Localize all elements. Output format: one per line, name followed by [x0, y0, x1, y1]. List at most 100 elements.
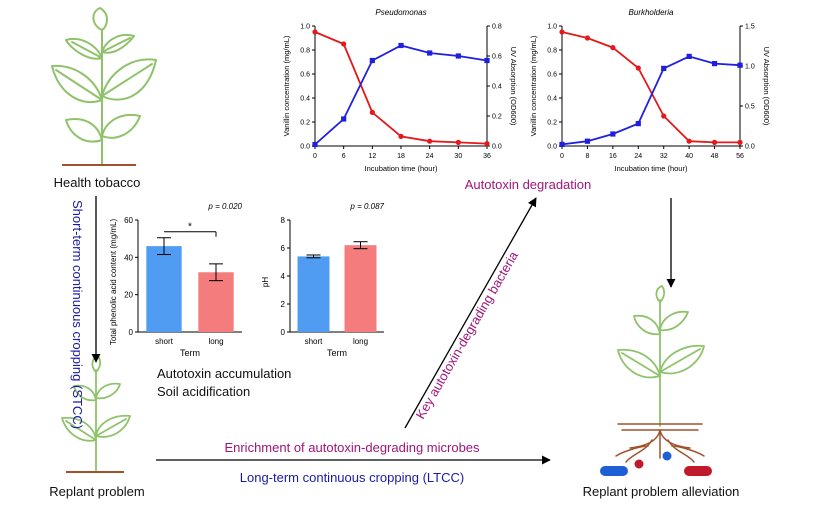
- data-point: [312, 141, 318, 148]
- x-tick-label: 32: [660, 153, 668, 160]
- x-axis-label: Incubation time (hour): [615, 164, 688, 173]
- data-point: [341, 116, 347, 122]
- y-tick-label: 0.2: [300, 120, 310, 127]
- y-tick-label: 60: [124, 216, 133, 225]
- y-axis-label: Vanillin concentration (mg/mL): [282, 35, 291, 136]
- x-tick-label: short: [305, 337, 324, 346]
- p-value-label: p = 0.087: [349, 202, 384, 211]
- data-point: [369, 109, 375, 115]
- y-tick-label: 0.8: [547, 48, 557, 55]
- x-tick-label: 12: [368, 153, 376, 160]
- x-tick-label: 8: [585, 153, 589, 160]
- y2-tick-label: 0.0: [745, 144, 755, 151]
- data-point: [584, 35, 591, 41]
- health-tobacco-label: Health tobacco: [54, 175, 141, 190]
- ph-bar-chart: 0 2 4 6 8 short long Term pH p = 0.087: [261, 202, 385, 358]
- chart-title: Pseudomonas: [375, 8, 426, 17]
- data-point: [427, 138, 433, 144]
- y-tick-label: 20: [124, 291, 133, 300]
- blue-microbe-icon: [662, 451, 672, 461]
- data-point: [369, 57, 375, 64]
- red-microbe-icon: [634, 459, 644, 469]
- y-tick-label: 4: [281, 272, 286, 281]
- y-tick-label: 0.2: [547, 120, 557, 127]
- data-point: [312, 29, 318, 35]
- x-tick-label: short: [155, 337, 174, 346]
- x-tick-label: 18: [397, 153, 405, 160]
- data-point: [398, 133, 404, 139]
- healthy-tobacco-plant-icon: [51, 7, 157, 166]
- blue-bacterium-icon: [600, 466, 628, 476]
- series-line: [561, 55, 741, 146]
- y-axis-label: Total phenolic acid content (mg/mL): [109, 219, 118, 346]
- y-tick-label: 6: [281, 244, 286, 253]
- y-axis-label: Vanillin concentration (mg/mL): [529, 35, 538, 136]
- x-axis-label: Term: [180, 348, 200, 358]
- data-point: [341, 41, 347, 47]
- y2-tick-label: 0.4: [492, 84, 502, 91]
- y2-axis-label: UV Absorption (OD600): [509, 47, 518, 126]
- y-tick-label: 0: [129, 328, 134, 337]
- y-tick-label: 0.0: [547, 144, 557, 151]
- y-tick-label: 0.0: [300, 144, 310, 151]
- y2-tick-label: 0.6: [492, 54, 502, 61]
- series-line: [314, 31, 488, 145]
- enrichment-label: Enrichment of autotoxin-degrading microb…: [224, 440, 480, 455]
- data-point: [427, 50, 433, 56]
- autotoxin-accumulation-label: Autotoxin accumulation: [157, 366, 291, 381]
- chart-title: Burkholderia: [629, 8, 674, 17]
- x-tick-label: 40: [685, 153, 693, 160]
- x-tick-label: 6: [342, 153, 346, 160]
- replant-problem-plant-icon: [61, 355, 131, 473]
- x-tick-label: 0: [313, 153, 317, 160]
- y-tick-label: 1.0: [547, 24, 557, 31]
- data-point: [686, 138, 692, 144]
- autotoxin-degradation-label: Autotoxin degradation: [465, 177, 591, 192]
- ltcc-label: Long-term continuous cropping (LTCC): [240, 470, 464, 485]
- data-point: [559, 141, 565, 147]
- bacteria-arrow: [404, 197, 537, 429]
- replant-alleviation-label: Replant problem alleviation: [583, 484, 740, 499]
- y2-axis-label: UV Absorption (OD600): [762, 47, 771, 126]
- burkholderia-line-chart: Burkholderia 0.0 0.2 0.4 0.6 0.8 1.0 0.0 0.5 1.0 1…: [529, 8, 771, 173]
- y2-tick-label: 0.2: [492, 114, 502, 121]
- y-tick-label: 0.8: [300, 48, 310, 55]
- data-point: [635, 65, 641, 71]
- pseudomonas-line-chart: Pseudomonas 0.0 0.2 0.4 0.6 0.8 1.0 0.0 0.2 0.4 0.…: [282, 8, 518, 173]
- root-system-icon: [615, 423, 705, 463]
- soil-acidification-label: Soil acidification: [157, 384, 250, 399]
- alleviated-plant-icon: [617, 285, 705, 427]
- x-tick-label: long: [208, 337, 223, 346]
- y2-tick-label: 1.0: [745, 64, 755, 71]
- data-point: [610, 45, 616, 51]
- data-point: [584, 138, 591, 144]
- x-tick-label: 24: [634, 153, 642, 160]
- x-tick-label: 56: [736, 153, 744, 160]
- y-tick-label: 0.6: [300, 72, 310, 79]
- data-point: [737, 139, 743, 145]
- x-tick-label: long: [353, 337, 368, 346]
- bar: [198, 272, 234, 332]
- bar: [146, 246, 182, 332]
- data-point: [484, 57, 490, 64]
- data-point: [661, 65, 667, 71]
- y-tick-label: 0.4: [300, 96, 310, 103]
- y2-tick-label: 0.8: [492, 24, 502, 31]
- y-axis-label: pH: [261, 277, 270, 287]
- x-tick-label: 36: [483, 153, 491, 160]
- data-point: [610, 131, 616, 137]
- data-point: [686, 53, 692, 59]
- bar: [297, 256, 330, 332]
- data-point: [455, 139, 461, 145]
- data-point: [661, 113, 667, 119]
- x-tick-label: 16: [609, 153, 617, 160]
- data-point: [635, 121, 641, 127]
- y-tick-label: 0.6: [547, 72, 557, 79]
- significance-mark: *: [188, 222, 192, 233]
- phenolic-acid-bar-chart: 0 20 40 60 short long Term Total phenolic acid …: [109, 202, 243, 358]
- data-point: [455, 53, 461, 59]
- y2-tick-label: 1.5: [745, 24, 755, 31]
- x-tick-label: 48: [711, 153, 719, 160]
- y-tick-label: 1.0: [300, 24, 310, 31]
- bar: [344, 245, 377, 332]
